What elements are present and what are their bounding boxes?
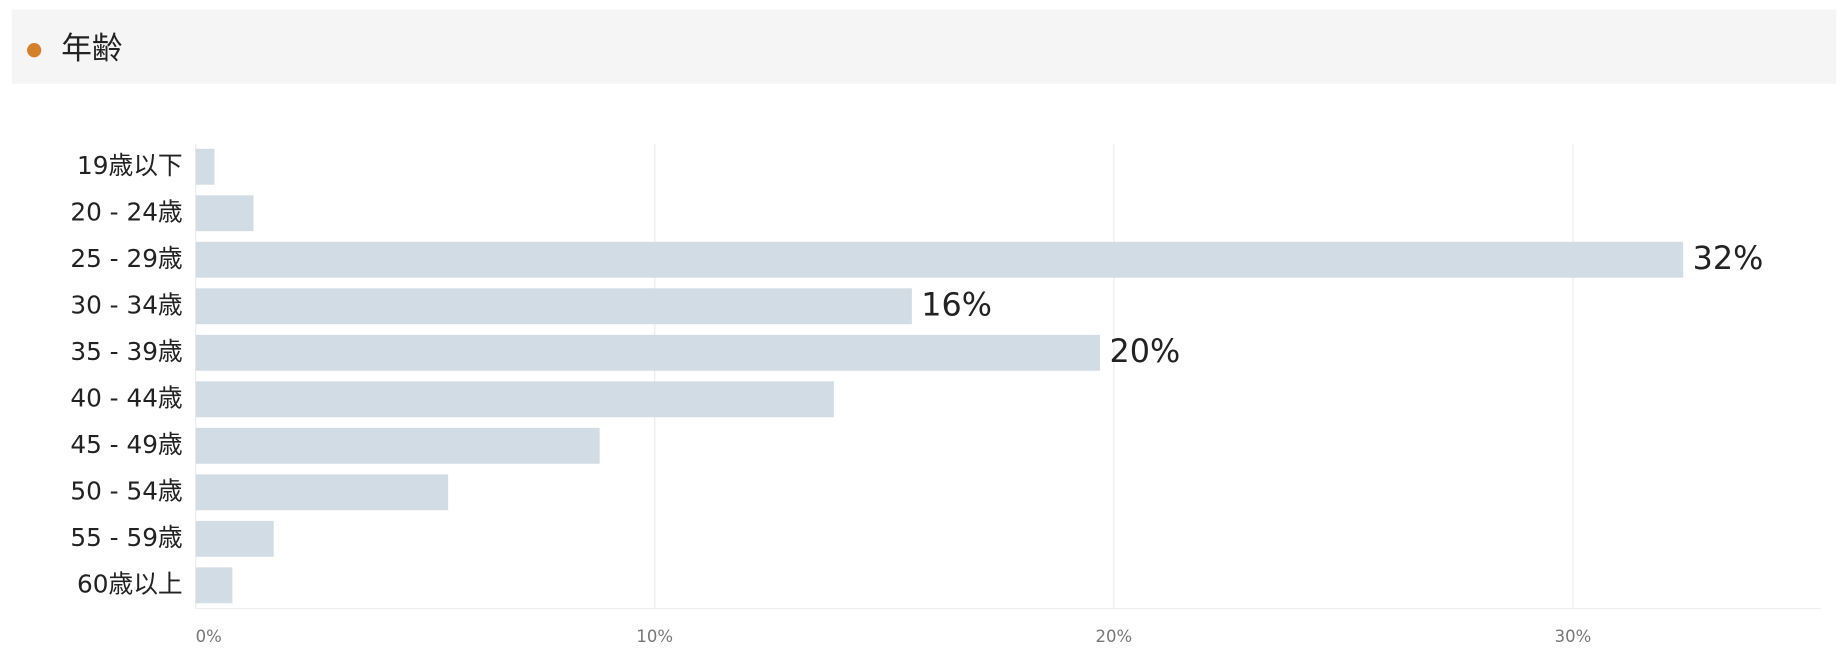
y-tick-label: 35 - 39歳	[70, 337, 182, 366]
bar	[195, 567, 233, 604]
bar	[195, 195, 254, 232]
y-tick-label: 30 - 34歳	[70, 290, 182, 319]
bar	[195, 427, 600, 464]
y-tick-label: 19歳以下	[77, 151, 183, 180]
y-tick-label: 25 - 29歳	[70, 244, 182, 273]
value-label: 20%	[1110, 332, 1181, 370]
y-tick-label: 40 - 44歳	[70, 383, 182, 412]
x-tick-label: 30%	[1555, 627, 1592, 646]
x-tick-label: 20%	[1096, 627, 1133, 646]
bar	[195, 381, 834, 418]
y-tick-label: 45 - 49歳	[70, 430, 182, 459]
bar	[195, 334, 1101, 371]
chart-title: 年齢	[61, 31, 122, 67]
x-tick-label: 10%	[636, 627, 673, 646]
header-dot	[27, 43, 42, 58]
bar	[195, 241, 1684, 278]
header-bar	[11, 9, 1837, 84]
y-tick-label: 55 - 59歳	[70, 523, 182, 552]
y-tick-label: 50 - 54歳	[70, 476, 182, 505]
bar	[195, 148, 215, 185]
value-label: 16%	[921, 285, 992, 323]
y-tick-label: 20 - 24歳	[70, 197, 182, 226]
bar	[195, 288, 912, 325]
y-tick-label: 60歳以上	[77, 569, 183, 598]
bar	[195, 520, 274, 557]
value-label: 32%	[1693, 239, 1764, 277]
x-tick-label: 0%	[196, 627, 222, 646]
bar	[195, 474, 449, 511]
